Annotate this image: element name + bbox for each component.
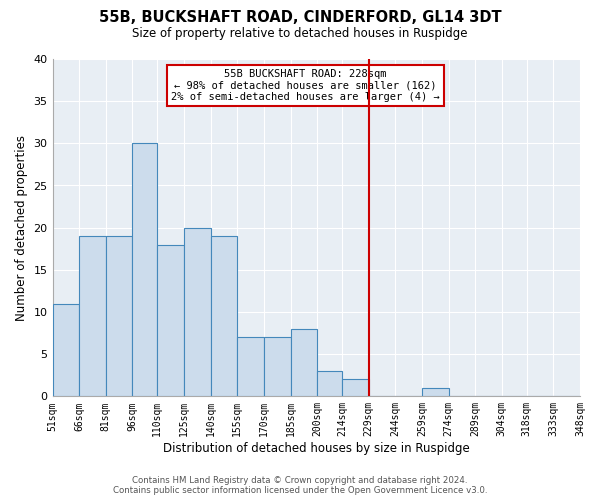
Text: Size of property relative to detached houses in Ruspidge: Size of property relative to detached ho… bbox=[132, 28, 468, 40]
Text: 55B BUCKSHAFT ROAD: 228sqm
← 98% of detached houses are smaller (162)
2% of semi: 55B BUCKSHAFT ROAD: 228sqm ← 98% of deta… bbox=[172, 69, 440, 102]
Text: Contains HM Land Registry data © Crown copyright and database right 2024.
Contai: Contains HM Land Registry data © Crown c… bbox=[113, 476, 487, 495]
Text: 55B, BUCKSHAFT ROAD, CINDERFORD, GL14 3DT: 55B, BUCKSHAFT ROAD, CINDERFORD, GL14 3D… bbox=[98, 10, 502, 25]
Bar bbox=[211, 236, 237, 396]
Bar bbox=[79, 236, 106, 396]
Bar bbox=[53, 304, 79, 396]
Bar bbox=[317, 371, 342, 396]
Bar bbox=[342, 380, 368, 396]
Bar bbox=[264, 338, 290, 396]
Bar bbox=[157, 244, 184, 396]
Bar bbox=[290, 329, 317, 396]
Bar bbox=[184, 228, 211, 396]
Y-axis label: Number of detached properties: Number of detached properties bbox=[15, 134, 28, 320]
Bar bbox=[422, 388, 449, 396]
Bar bbox=[106, 236, 133, 396]
Bar bbox=[237, 338, 264, 396]
X-axis label: Distribution of detached houses by size in Ruspidge: Distribution of detached houses by size … bbox=[163, 442, 470, 455]
Bar bbox=[133, 144, 157, 396]
